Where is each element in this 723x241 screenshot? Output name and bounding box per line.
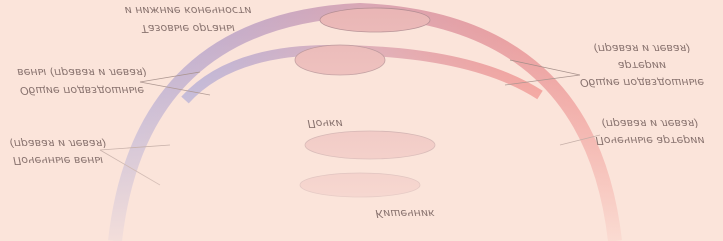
- label: Почки: [307, 117, 342, 130]
- label: Тазовые органы: [141, 22, 235, 35]
- label: Общие подвздошные: [20, 84, 144, 97]
- label: вены (правая и левая): [17, 66, 147, 79]
- label: артерии: [618, 59, 666, 72]
- label: (правая и левая): [9, 137, 106, 150]
- label: Почечные вены: [13, 154, 103, 167]
- label: Почечные артерии: [595, 134, 704, 147]
- label: (правая и левая): [601, 117, 698, 130]
- label: (правая и левая): [593, 42, 690, 55]
- label: Общие подвздошные: [580, 76, 704, 89]
- label: Кишечник: [375, 207, 435, 220]
- diagram: Тазовые органы и нижние конечности Общие п…: [0, 0, 723, 241]
- label: и нижние конечности: [125, 4, 252, 17]
